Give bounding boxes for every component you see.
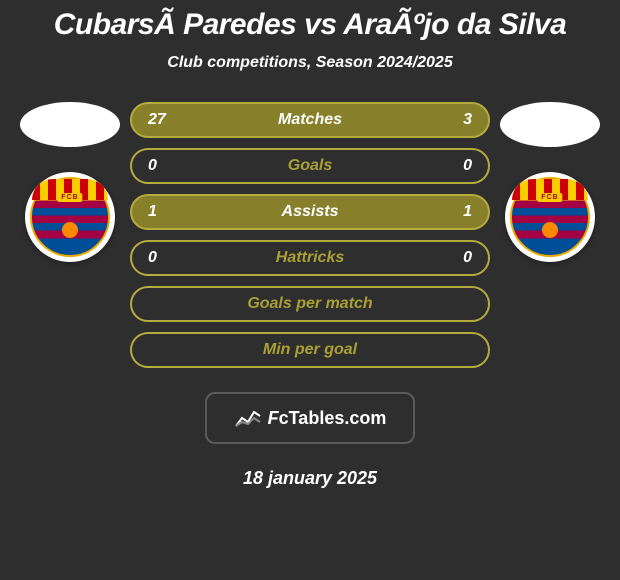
stat-label: Hattricks: [276, 249, 344, 267]
stat-row-matches: 27 Matches 3: [130, 102, 490, 138]
barca-badge-icon: FCB: [510, 177, 590, 257]
comparison-content: FCB 27 Matches 3 0 Goals 0 1 Assists 1 0…: [0, 102, 620, 489]
player-right-col: FCB: [490, 102, 610, 262]
brand-content: FcTables.com: [234, 408, 387, 429]
badge-ball-icon: [542, 222, 558, 238]
stat-row-assists: 1 Assists 1: [130, 194, 490, 230]
barca-badge-icon: FCB: [30, 177, 110, 257]
stat-row-goals: 0 Goals 0: [130, 148, 490, 184]
stat-label: Goals: [288, 157, 332, 175]
stat-right-value: 0: [442, 157, 472, 175]
badge-fcb-label: FCB: [57, 193, 82, 202]
player-right-silhouette: [500, 102, 600, 147]
brand-box: FcTables.com: [205, 392, 415, 444]
player-left-col: FCB: [10, 102, 130, 262]
badge-fcb-label: FCB: [537, 193, 562, 202]
stat-right-value: 0: [442, 249, 472, 267]
brand-label: FcTables.com: [268, 408, 387, 429]
comparison-date: 18 january 2025: [130, 468, 490, 489]
stat-label: Matches: [278, 111, 342, 129]
comparison-title: CubarsÃ­ Paredes vs AraÃºjo da Silva: [0, 0, 620, 42]
stat-row-goals-per-match: Goals per match: [130, 286, 490, 322]
chart-icon: [234, 408, 262, 428]
badge-ball-icon: [62, 222, 78, 238]
player-left-silhouette: [20, 102, 120, 147]
stat-label: Min per goal: [263, 341, 357, 359]
club-badge-left: FCB: [25, 172, 115, 262]
stat-right-value: 1: [442, 203, 472, 221]
club-badge-right: FCB: [505, 172, 595, 262]
stat-row-hattricks: 0 Hattricks 0: [130, 240, 490, 276]
stats-column: 27 Matches 3 0 Goals 0 1 Assists 1 0 Hat…: [130, 102, 490, 489]
stat-label: Goals per match: [247, 295, 372, 313]
stat-right-value: 3: [442, 111, 472, 129]
stat-row-min-per-goal: Min per goal: [130, 332, 490, 368]
stat-left-value: 0: [148, 157, 178, 175]
stat-left-value: 0: [148, 249, 178, 267]
comparison-subtitle: Club competitions, Season 2024/2025: [0, 54, 620, 72]
stat-label: Assists: [282, 203, 339, 221]
stat-left-value: 27: [148, 111, 178, 129]
stat-left-value: 1: [148, 203, 178, 221]
